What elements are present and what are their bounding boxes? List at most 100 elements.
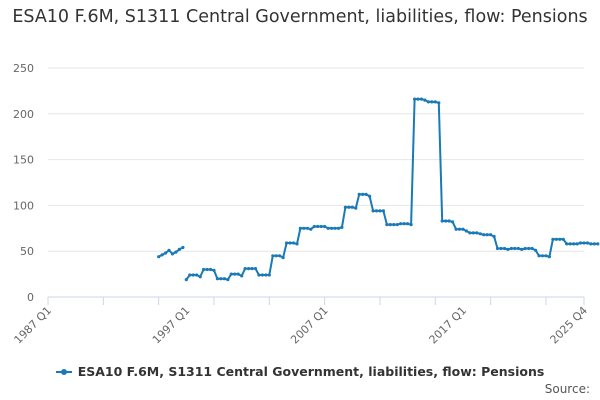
- data-point: [485, 233, 489, 237]
- data-point: [471, 231, 475, 235]
- data-point: [388, 223, 392, 227]
- data-point: [364, 192, 368, 196]
- source-label[interactable]: Source:: [544, 382, 590, 396]
- data-point: [267, 273, 271, 277]
- data-point: [340, 225, 344, 229]
- data-point: [368, 194, 372, 198]
- data-point: [361, 192, 365, 196]
- data-point: [520, 247, 524, 251]
- data-point: [309, 227, 313, 231]
- y-tick-label: 0: [27, 291, 34, 304]
- data-point: [170, 252, 175, 256]
- x-tick-label: 1997 Q1: [150, 304, 193, 347]
- data-point: [437, 101, 441, 105]
- data-point: [530, 246, 534, 251]
- data-point: [202, 267, 206, 272]
- data-point: [585, 241, 590, 245]
- data-point: [423, 98, 427, 102]
- data-point: [495, 246, 500, 251]
- data-point: [589, 242, 593, 246]
- data-point: [561, 237, 565, 241]
- data-point: [461, 227, 465, 231]
- data-point: [509, 246, 513, 251]
- data-point: [302, 226, 306, 230]
- data-point: [229, 272, 233, 276]
- data-point: [257, 273, 261, 277]
- data-point: [395, 223, 399, 227]
- data-point: [547, 255, 552, 259]
- x-tick-label: 2017 Q1: [427, 304, 470, 347]
- data-point: [357, 192, 361, 196]
- data-point: [278, 254, 282, 258]
- data-point: [222, 277, 226, 281]
- data-point: [247, 267, 251, 271]
- data-point: [298, 226, 302, 230]
- data-point: [226, 278, 230, 282]
- data-point: [444, 219, 448, 223]
- data-point: [164, 251, 168, 255]
- data-point: [253, 267, 258, 271]
- data-point: [506, 247, 510, 251]
- data-point: [464, 229, 468, 233]
- data-point: [343, 205, 347, 209]
- data-point: [430, 100, 434, 104]
- data-point: [354, 206, 358, 210]
- data-point: [177, 247, 181, 251]
- data-point: [219, 277, 223, 281]
- data-point: [264, 273, 268, 277]
- data-point: [419, 97, 424, 101]
- data-point: [592, 242, 597, 246]
- data-point: [326, 226, 330, 230]
- data-point: [250, 267, 254, 271]
- data-point: [568, 242, 572, 246]
- data-point: [454, 227, 458, 231]
- data-point: [243, 267, 247, 271]
- data-point: [399, 222, 403, 226]
- data-point: [295, 242, 299, 246]
- data-point: [554, 237, 558, 241]
- data-point: [502, 246, 507, 251]
- y-tick-label: 200: [13, 108, 34, 121]
- data-point: [188, 273, 192, 277]
- data-point: [371, 209, 375, 213]
- data-point: [271, 254, 275, 258]
- data-point: [378, 209, 382, 213]
- data-point: [402, 222, 406, 226]
- data-point: [447, 219, 451, 223]
- y-tick-label: 100: [13, 199, 34, 212]
- data-point: [215, 277, 219, 281]
- data-point: [451, 220, 455, 224]
- data-point: [575, 242, 579, 246]
- data-point: [413, 97, 417, 101]
- data-point: [233, 272, 237, 276]
- legend[interactable]: ESA10 F.6M, S1311 Central Government, li…: [0, 364, 600, 380]
- data-point: [406, 222, 410, 226]
- data-point: [385, 223, 389, 227]
- chart-title: ESA10 F.6M, S1311 Central Government, li…: [12, 7, 588, 27]
- data-point: [191, 273, 195, 277]
- legend-item[interactable]: ESA10 F.6M, S1311 Central Government, li…: [55, 364, 544, 379]
- data-point: [489, 233, 493, 237]
- data-point: [492, 234, 496, 239]
- data-point: [596, 242, 600, 246]
- data-point: [572, 242, 576, 246]
- data-point: [527, 246, 531, 251]
- data-point: [274, 254, 278, 258]
- data-point: [208, 267, 213, 272]
- data-point: [330, 226, 334, 230]
- data-point: [291, 241, 296, 245]
- data-point: [516, 246, 520, 251]
- data-point: [350, 205, 354, 209]
- data-point: [336, 226, 341, 230]
- data-point: [374, 209, 379, 213]
- data-point: [513, 246, 517, 251]
- data-point: [288, 241, 292, 245]
- data-point: [198, 275, 202, 279]
- data-point: [285, 241, 289, 245]
- data-point: [544, 254, 548, 258]
- data-point: [578, 241, 583, 245]
- data-point: [482, 233, 486, 237]
- data-point: [426, 100, 430, 104]
